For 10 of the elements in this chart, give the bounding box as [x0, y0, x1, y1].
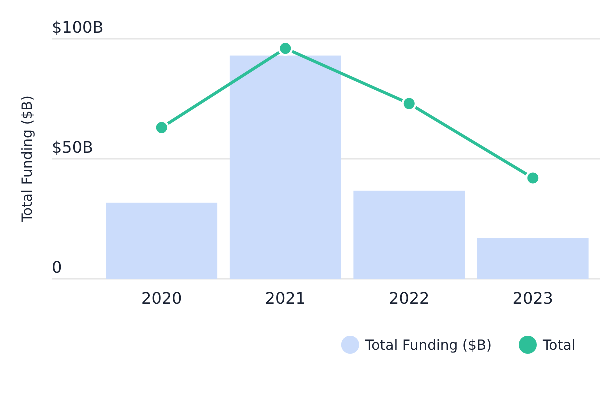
x-tick-label: 2022 — [389, 289, 430, 308]
y-axis-title: Total Funding ($B) — [20, 96, 36, 224]
y-tick-label: $100B — [52, 18, 104, 37]
x-tick-label: 2021 — [265, 289, 306, 308]
y-tick-label: 0 — [52, 258, 62, 277]
x-tick-label: 2020 — [142, 289, 182, 308]
y-tick-label: $50B — [52, 138, 94, 157]
legend-label: Total — [542, 338, 576, 354]
x-tick-label: 2023 — [512, 289, 554, 308]
legend-label: Total Funding ($B) — [364, 338, 492, 354]
